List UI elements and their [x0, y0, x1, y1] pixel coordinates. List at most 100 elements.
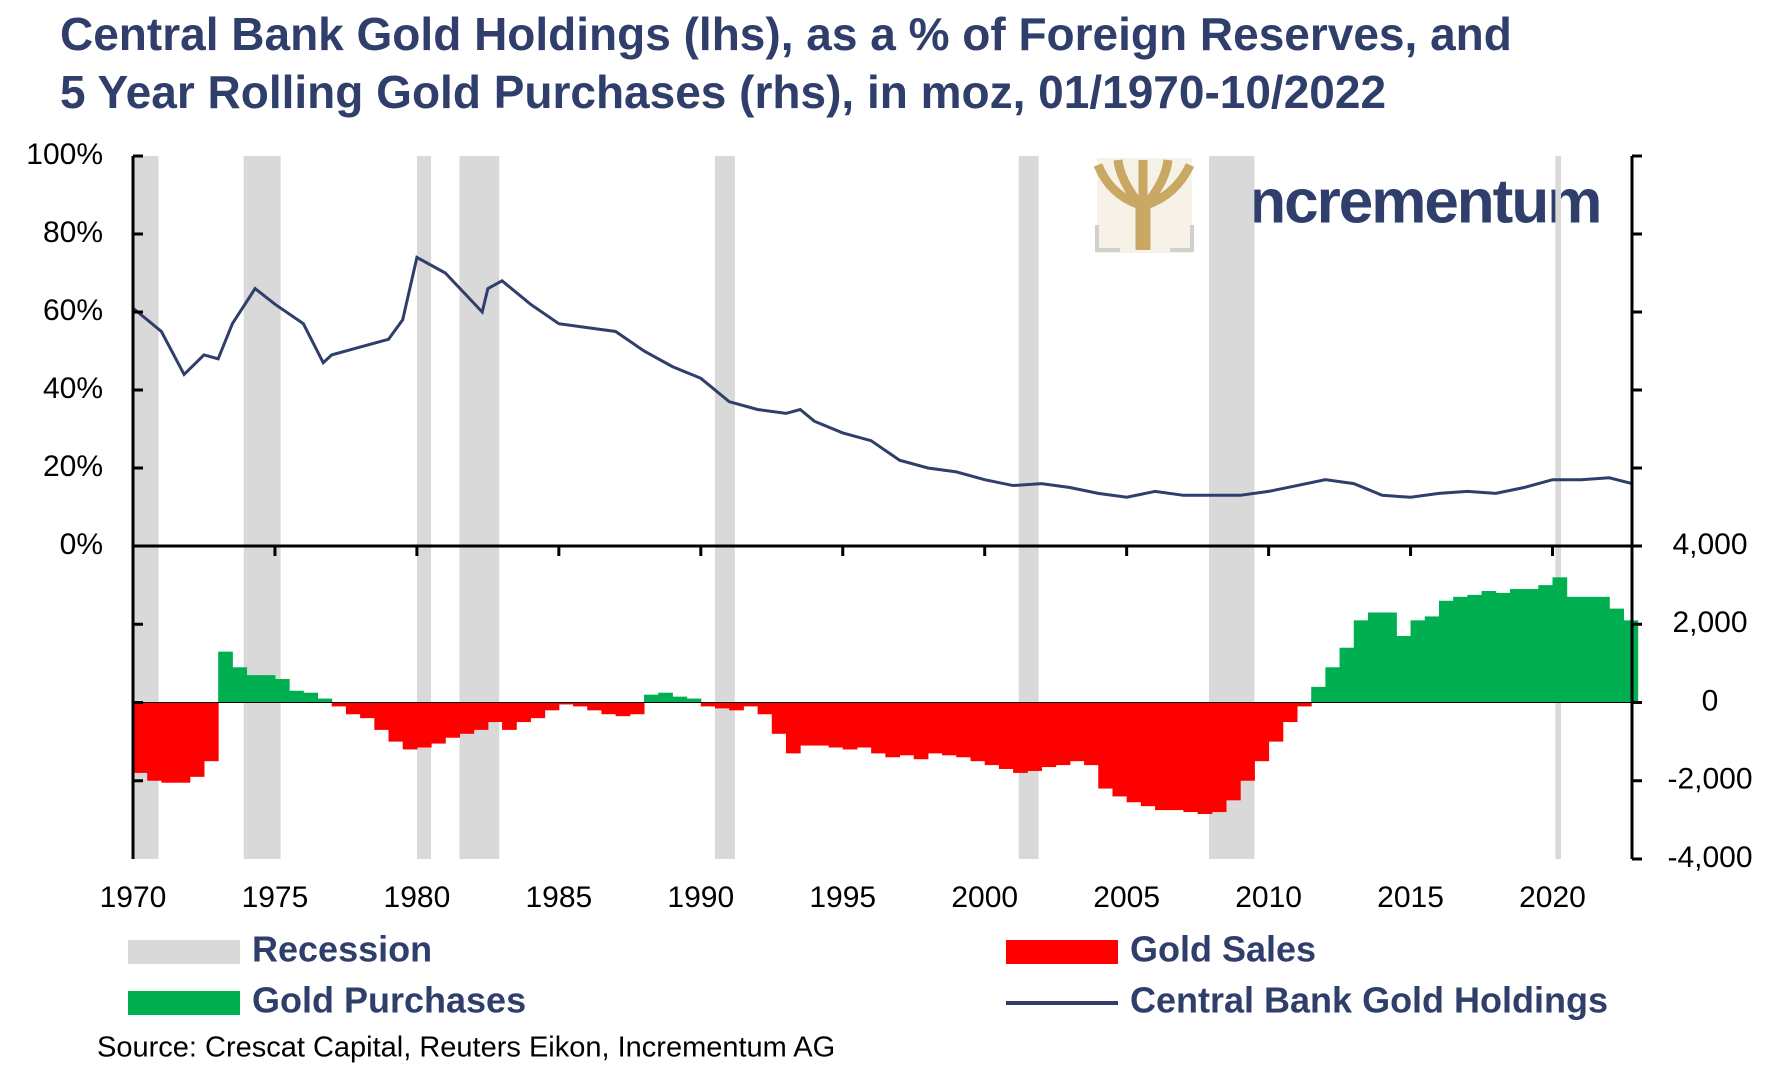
brand: incrementum	[1233, 167, 1600, 236]
bar	[686, 698, 702, 703]
bar	[601, 702, 617, 715]
bar	[1226, 702, 1241, 801]
y2-tick-label: -4,000	[1667, 841, 1752, 874]
bar	[1524, 589, 1539, 703]
bar	[1467, 594, 1483, 703]
bar	[1481, 590, 1497, 703]
bar	[814, 702, 830, 746]
bar	[1112, 702, 1128, 797]
bar	[1055, 702, 1071, 766]
bar	[1155, 702, 1170, 811]
bar	[913, 702, 929, 760]
y2-tick-label: 0	[1702, 684, 1719, 717]
bar	[1609, 608, 1624, 703]
x-tick-label: 2005	[1093, 881, 1160, 914]
bar	[899, 702, 915, 756]
bar	[942, 702, 957, 756]
legend-swatch	[128, 940, 240, 964]
x-tick-label: 2010	[1235, 881, 1302, 914]
bar	[133, 702, 148, 773]
recession	[1555, 156, 1562, 859]
x-tick-label: 2020	[1519, 881, 1586, 914]
bar	[1410, 620, 1426, 703]
bar	[516, 702, 531, 723]
bar	[331, 702, 347, 707]
bar	[658, 692, 673, 703]
chart-title: Central Bank Gold Holdings (lhs), as a %…	[60, 8, 1512, 60]
bar	[161, 702, 177, 783]
bar	[544, 702, 560, 711]
bar	[1126, 702, 1142, 803]
bar	[1353, 620, 1369, 703]
bar	[927, 702, 943, 754]
bar	[1069, 702, 1085, 762]
x-tick-label: 1985	[525, 881, 592, 914]
bar	[388, 702, 404, 742]
bar	[885, 702, 901, 758]
x-tick-label: 1990	[667, 881, 734, 914]
legend-label: Gold Purchases	[252, 980, 526, 1021]
y2-tick-label: 4,000	[1672, 528, 1747, 561]
bar	[615, 702, 631, 717]
bar	[1254, 702, 1270, 762]
logo-icon	[1093, 158, 1195, 253]
bar	[629, 702, 645, 715]
bar	[771, 702, 787, 734]
y-tick-label: 0%	[60, 528, 103, 561]
recession	[416, 156, 432, 859]
bar	[984, 702, 1000, 766]
bar	[416, 702, 432, 748]
bar	[260, 675, 276, 703]
x-tick-label: 1980	[384, 881, 451, 914]
bar	[998, 702, 1014, 770]
legend-label: Gold Sales	[1130, 929, 1316, 970]
bar	[1296, 702, 1312, 707]
bar	[672, 696, 688, 703]
bar	[530, 702, 546, 719]
bar	[502, 702, 517, 730]
bar	[487, 702, 503, 723]
bar	[1098, 702, 1113, 789]
bar	[1027, 702, 1042, 771]
bar	[232, 667, 248, 703]
bar	[274, 679, 290, 703]
bar	[317, 698, 333, 703]
bar	[175, 702, 191, 783]
bar	[402, 702, 418, 750]
bar	[800, 702, 815, 746]
bar	[203, 702, 219, 762]
bar	[374, 702, 390, 730]
source: Source: Crescat Capital, Reuters Eikon, …	[97, 1032, 835, 1064]
bar	[218, 651, 233, 703]
bar	[1183, 702, 1199, 813]
bar	[1325, 667, 1341, 703]
y2-tick-label: -2,000	[1667, 763, 1752, 796]
bar	[1013, 702, 1028, 773]
legend-label: Central Bank Gold Holdings	[1130, 980, 1608, 1021]
bar	[970, 702, 986, 762]
bar	[785, 702, 801, 754]
bar	[1453, 596, 1468, 703]
y2-tick-label: 2,000	[1672, 606, 1747, 639]
y-tick-label: 100%	[26, 138, 103, 171]
bar	[345, 702, 361, 715]
bar	[1396, 635, 1412, 703]
bar	[1311, 686, 1326, 703]
bar	[1211, 702, 1227, 813]
bar	[573, 702, 588, 707]
bar	[360, 702, 375, 719]
bar	[956, 702, 972, 758]
bar	[189, 702, 205, 777]
bar	[757, 702, 773, 715]
bar	[856, 702, 872, 748]
bar	[558, 702, 574, 705]
bar	[729, 702, 744, 711]
bar	[871, 702, 886, 754]
bar	[1240, 702, 1255, 781]
bar	[147, 702, 162, 781]
bar	[1538, 585, 1554, 703]
bar	[246, 675, 262, 703]
y-tick-label: 80%	[43, 216, 103, 249]
bar	[1367, 612, 1383, 703]
